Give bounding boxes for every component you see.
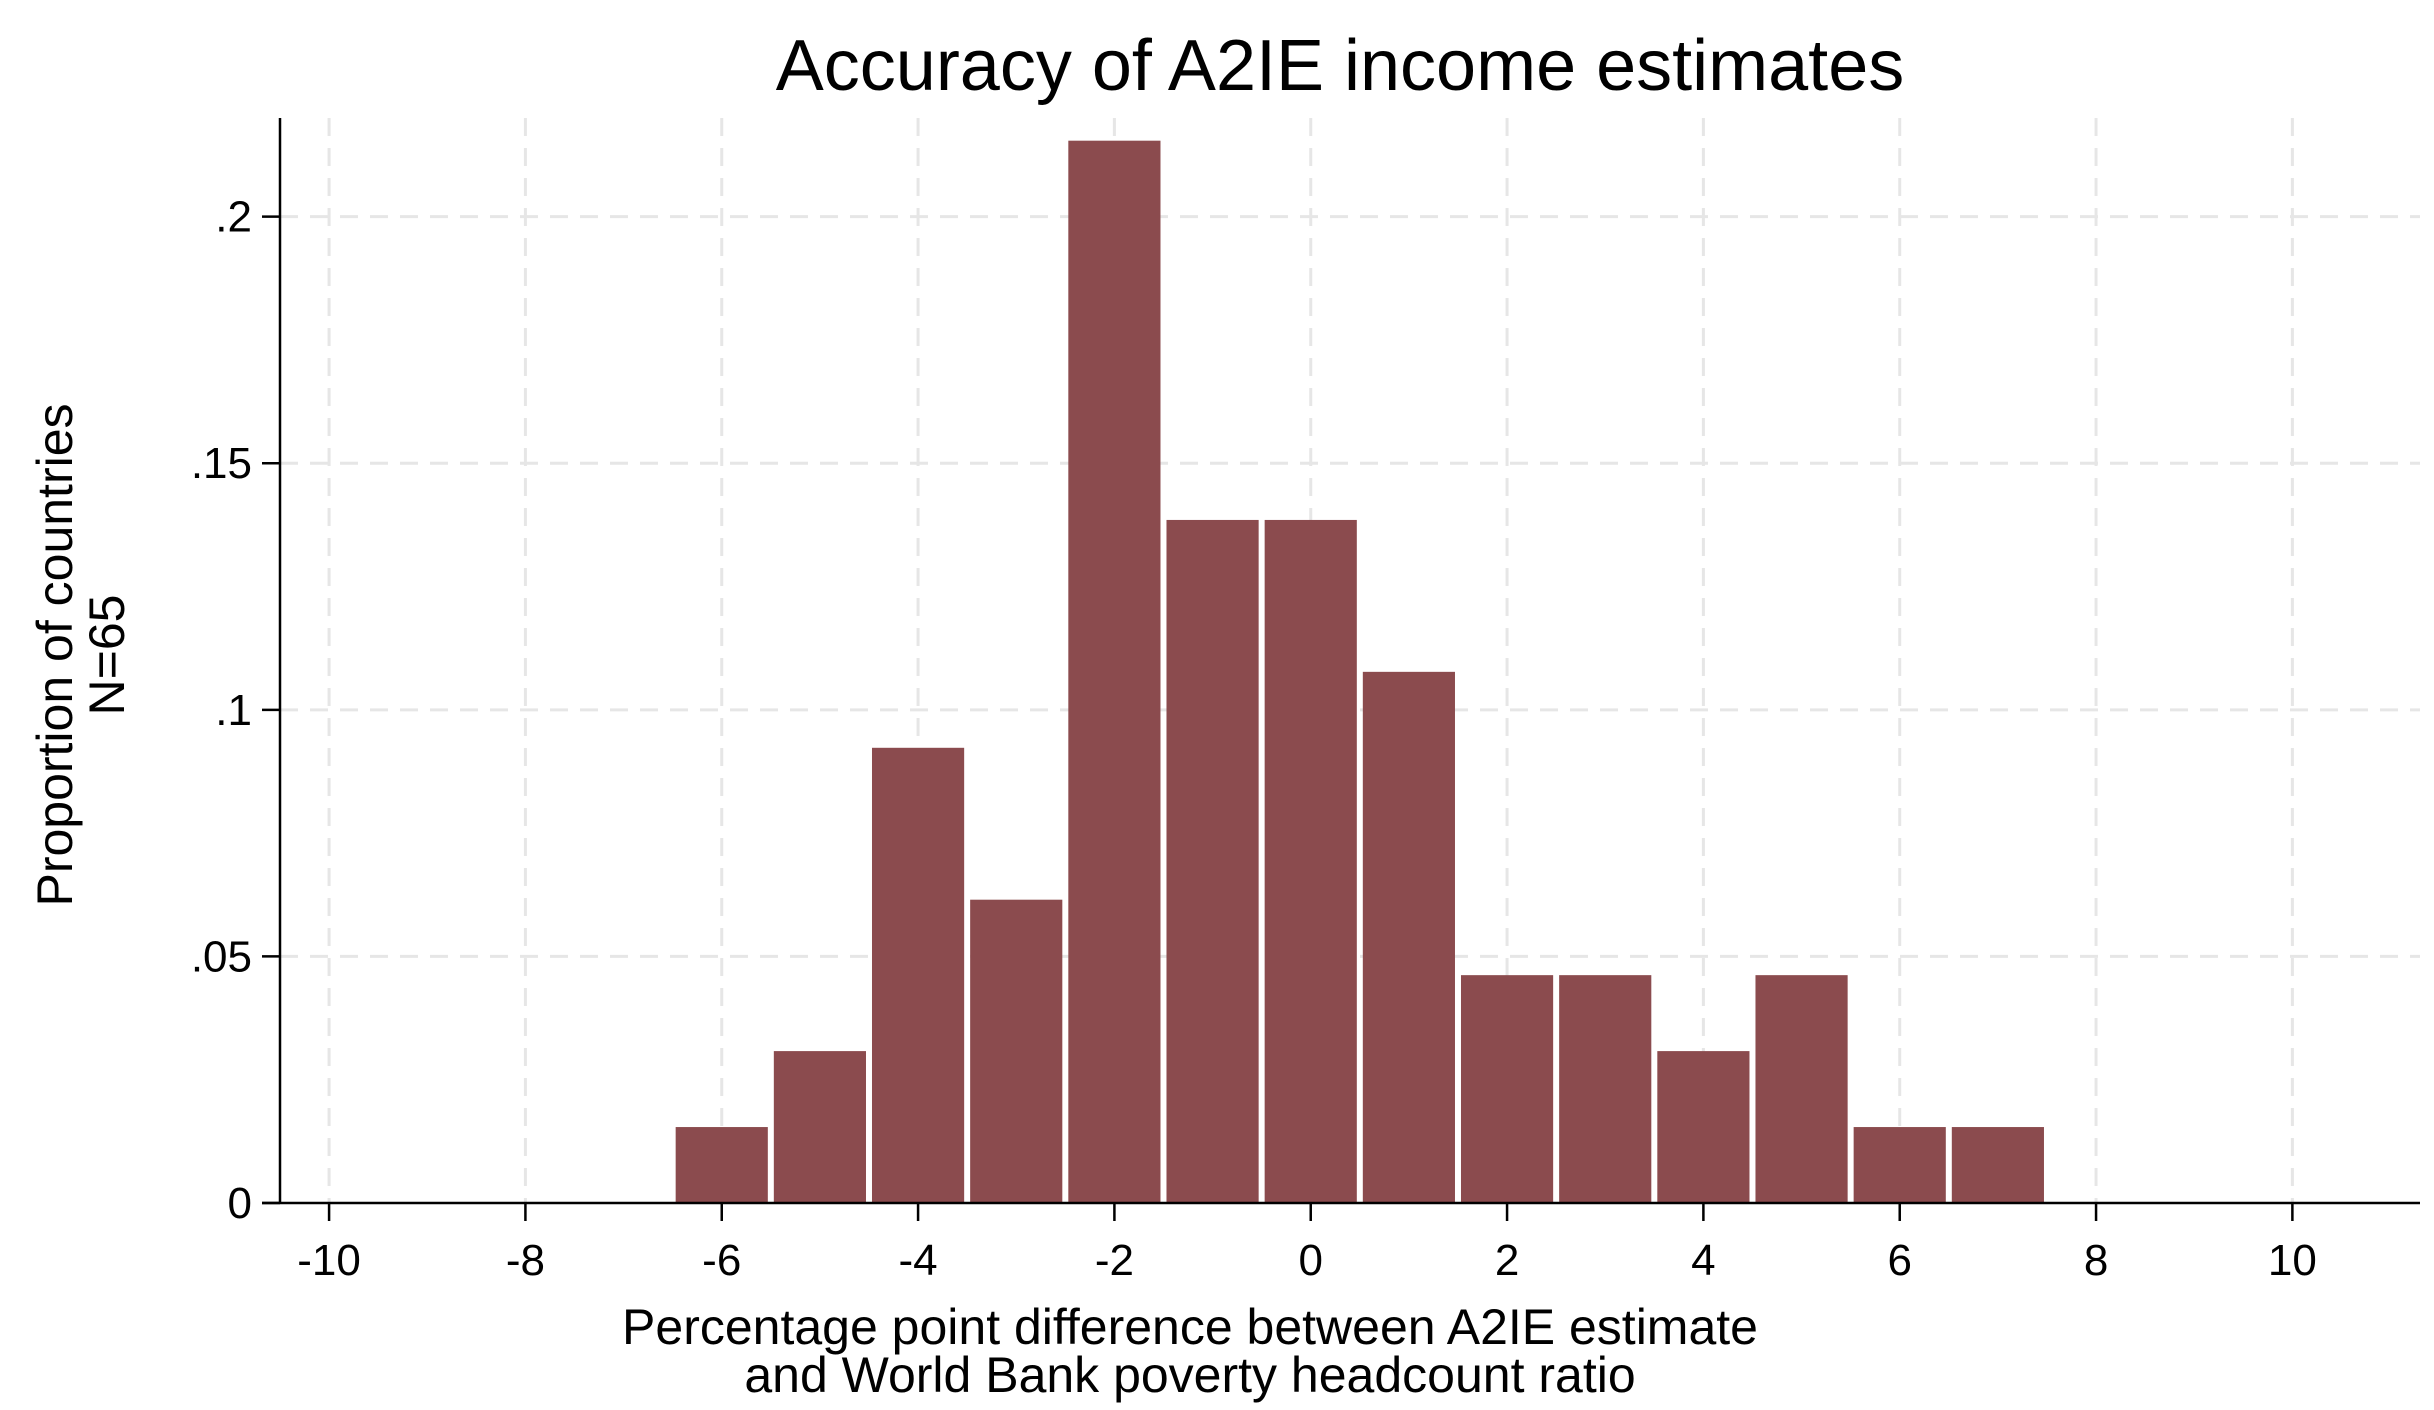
y-tick-label: .1 (215, 686, 252, 735)
histogram-bar (773, 1051, 866, 1203)
y-tick-label: .2 (215, 193, 252, 242)
histogram-bar (1068, 140, 1161, 1203)
x-tick-label: 4 (1691, 1236, 1715, 1285)
y-tick-label: .05 (191, 932, 252, 981)
x-tick-label: 0 (1298, 1236, 1322, 1285)
histogram-bar (1264, 519, 1357, 1203)
x-axis-title-line: and World Bank poverty headcount ratio (744, 1347, 1635, 1403)
histogram-bar (1853, 1127, 1946, 1203)
axes (262, 118, 2420, 1221)
x-axis-title-line: Percentage point difference between A2IE… (622, 1299, 1758, 1355)
y-tick-label: .15 (191, 439, 252, 488)
histogram-bar (1559, 975, 1652, 1203)
histogram-bar (871, 747, 965, 1203)
x-tick-label: 2 (1495, 1236, 1519, 1285)
histogram-bar (675, 1127, 768, 1203)
histogram-bar (1951, 1127, 2044, 1203)
x-tick-label: -10 (297, 1236, 361, 1285)
x-tick-label: 10 (2268, 1236, 2317, 1285)
labels: -10 -8 -6 -4 -2 0 2 4 6 8 10 0 .05 .1 .15 .2 Accuracy of… (27, 26, 2317, 1403)
x-tick-label: -4 (899, 1236, 938, 1285)
y-tick-label: 0 (228, 1179, 252, 1228)
histogram-bar (1166, 519, 1259, 1203)
histogram-bar (1362, 671, 1455, 1203)
x-tick-label: 6 (1887, 1236, 1911, 1285)
x-tick-label: -8 (506, 1236, 545, 1285)
x-tick-label: -2 (1095, 1236, 1134, 1285)
y-axis-title-line: N=65 (79, 595, 135, 716)
chart-title: Accuracy of A2IE income estimates (776, 26, 1904, 106)
bars (675, 140, 2044, 1203)
x-tick-label: 8 (2084, 1236, 2108, 1285)
y-axis-title-line: Proportion of countries (27, 403, 83, 906)
histogram-bar (970, 899, 1063, 1203)
histogram-bar (1657, 1051, 1750, 1203)
x-tick-label: -6 (702, 1236, 741, 1285)
histogram-bar (1755, 975, 1848, 1203)
histogram-bar (1460, 975, 1554, 1203)
